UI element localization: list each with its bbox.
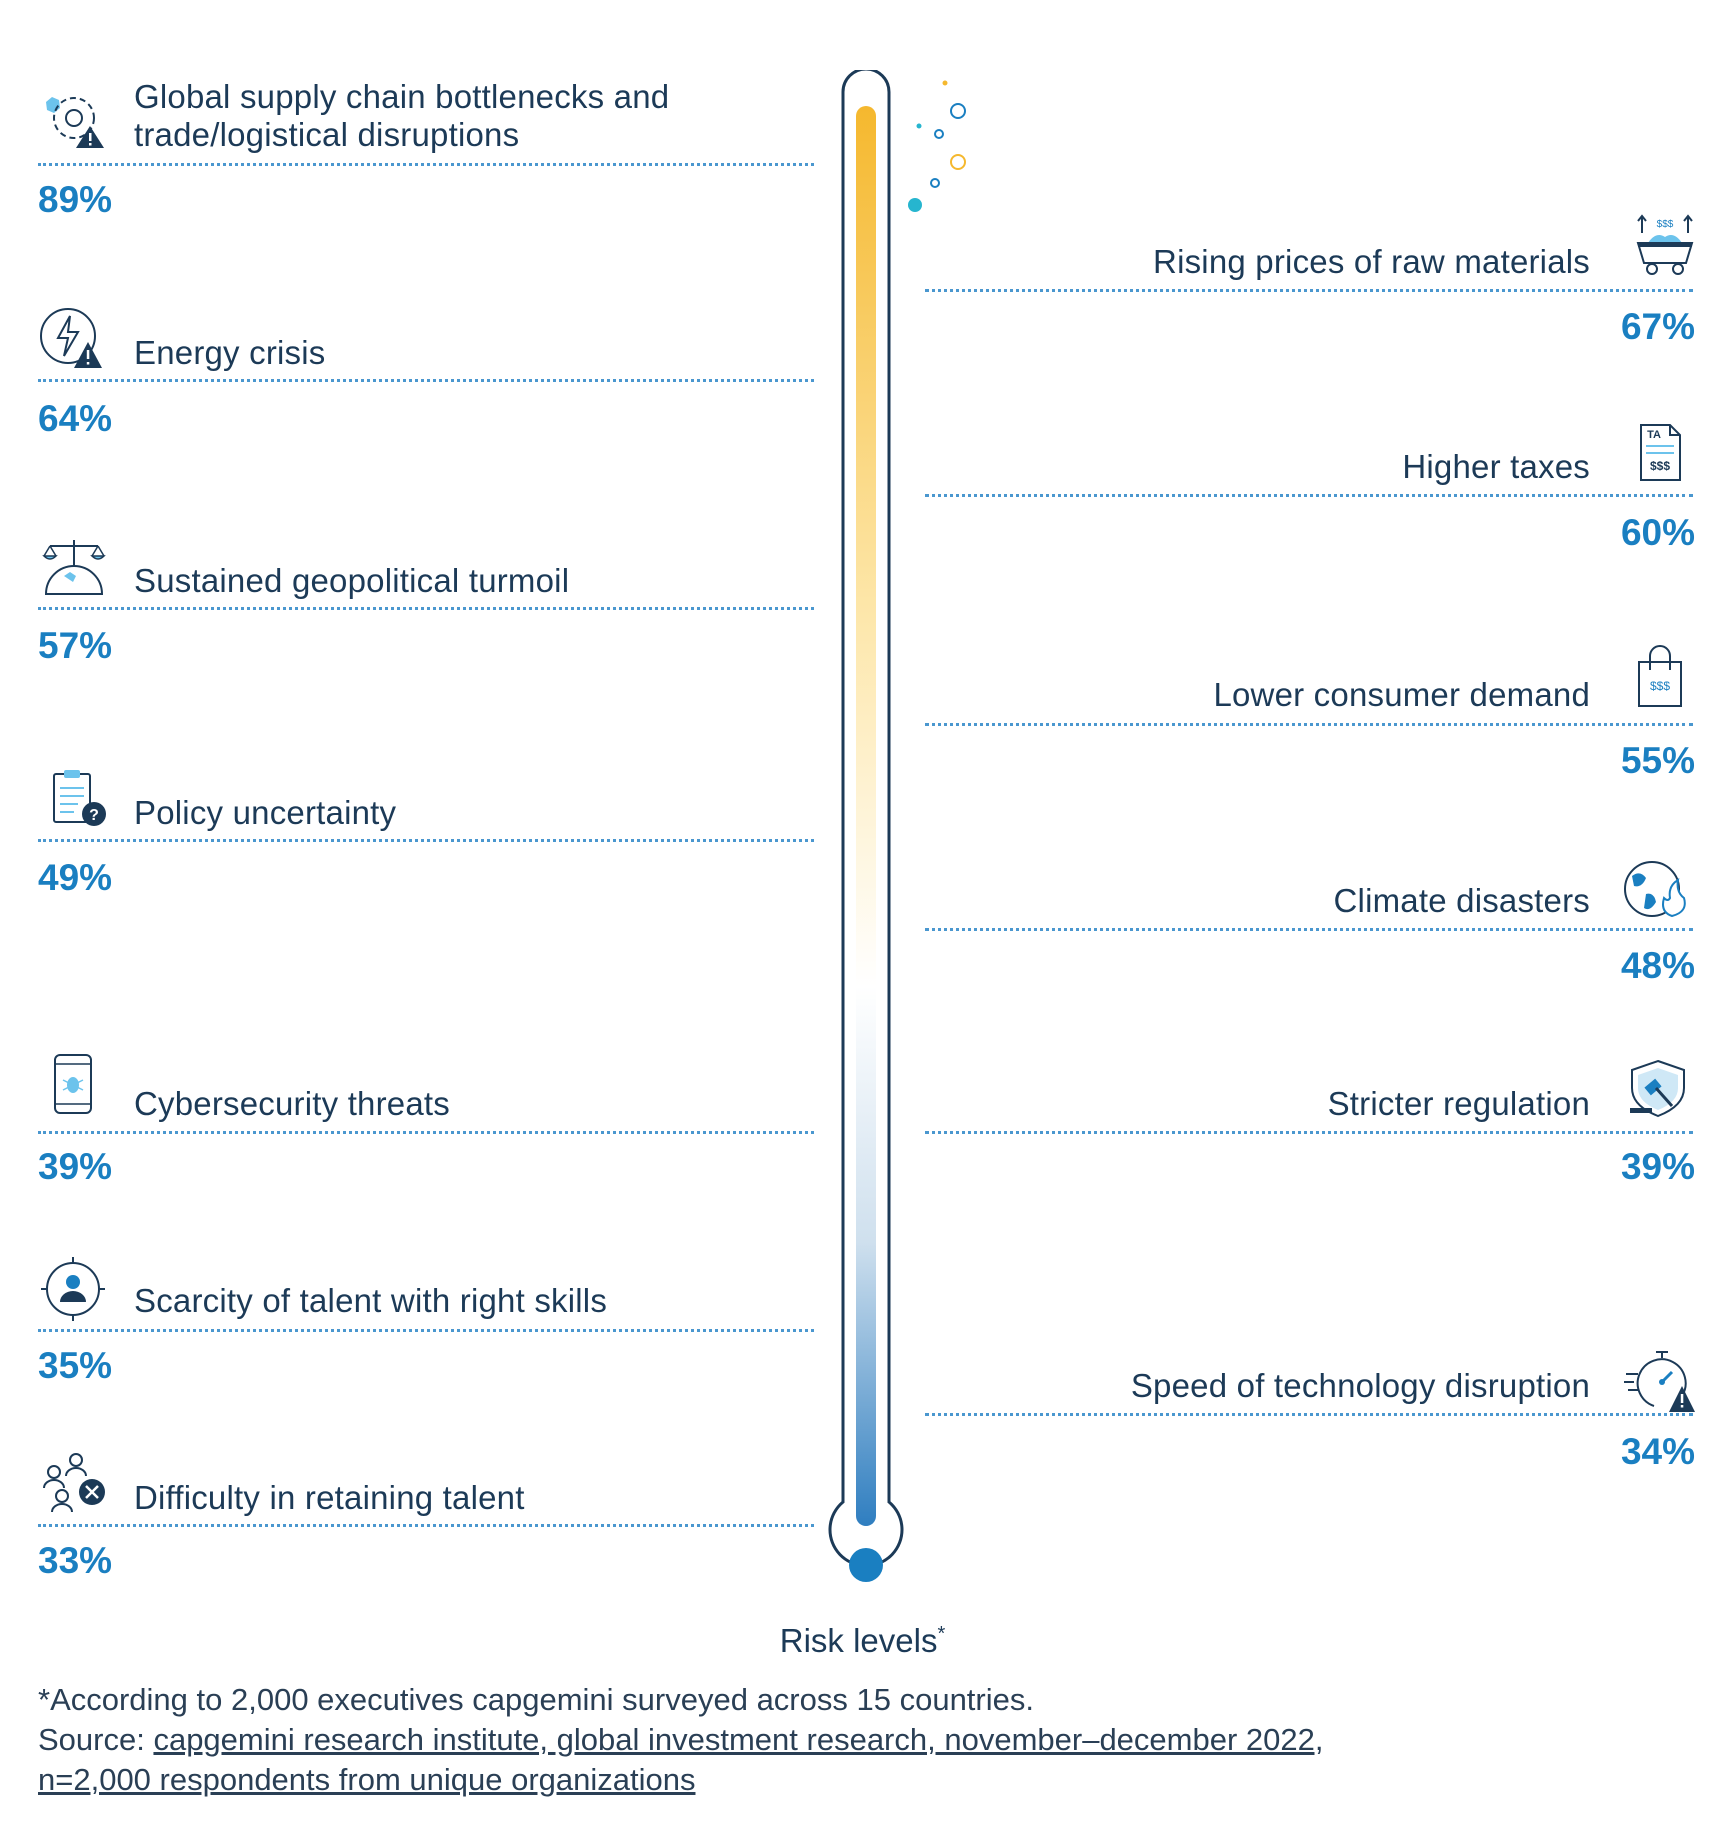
energy-crisis-icon: [40, 308, 102, 368]
risk-thermometer: [828, 70, 904, 1582]
risk-label: Policy uncertainty: [134, 794, 396, 832]
risk-percentage: 48%: [1620, 945, 1695, 986]
footnote-source-line2: n=2,000 respondents from unique organiza…: [38, 1760, 695, 1800]
risk-label: Stricter regulation: [1328, 1085, 1590, 1123]
risk-label: Speed of technology disruption: [1131, 1367, 1590, 1405]
risk-label: Cybersecurity threats: [134, 1085, 450, 1123]
dotted-divider: [38, 1131, 814, 1134]
risk-percentage: 34%: [1620, 1431, 1695, 1472]
svg-text:$$$: $$$: [1650, 679, 1670, 693]
people-remove-icon: [43, 1453, 105, 1513]
risk-label: Lower consumer demand: [1213, 676, 1590, 714]
policy-clipboard-icon: ?: [53, 770, 106, 826]
risk-label-line: Stricter regulation: [1327, 1085, 1590, 1122]
risk-label-line: Scarcity of talent with right skills: [134, 1282, 608, 1319]
bubbles-decoration: [908, 80, 966, 212]
risk-label: Rising prices of raw materials: [1153, 243, 1590, 281]
risk-label-line: Sustained geopolitical turmoil: [134, 562, 570, 599]
dotted-divider: [38, 163, 814, 166]
risk-label-line: Rising prices of raw materials: [1153, 243, 1590, 280]
dotted-divider: [925, 723, 1693, 726]
risk-percentage: 57%: [38, 625, 113, 666]
risk-label: Higher taxes: [1402, 448, 1590, 486]
caption-asterisk: *: [937, 1623, 946, 1645]
risk-percentage: 64%: [38, 398, 113, 439]
risk-label-line: trade/logistical disruptions: [134, 116, 520, 153]
risk-percentage: 39%: [1620, 1146, 1695, 1187]
dotted-divider: [38, 1524, 814, 1527]
risk-label: Scarcity of talent with right skills: [134, 1282, 607, 1320]
dotted-divider: [925, 928, 1693, 931]
risk-percentage: 67%: [1620, 306, 1695, 347]
risk-label: Difficulty in retaining talent: [134, 1479, 525, 1517]
dotted-divider: [38, 1329, 814, 1332]
dotted-divider: [38, 379, 814, 382]
risk-label-line: Difficulty in retaining talent: [134, 1479, 525, 1516]
shopping-bag-icon: $$$: [1638, 645, 1682, 707]
dotted-divider: [925, 1413, 1693, 1416]
footnote-source: Source: capgemini research institute, gl…: [38, 1720, 1323, 1760]
risk-label-line: Cybersecurity threats: [134, 1085, 450, 1122]
risk-percentage: 49%: [38, 857, 113, 898]
risk-label-line: Global supply chain bottlenecks and: [134, 78, 670, 115]
tax-document-icon: TA $$$: [1640, 424, 1681, 481]
risk-percentage: 60%: [1620, 512, 1695, 553]
risk-label-line: Energy crisis: [134, 334, 326, 371]
caption-text: Risk levels: [779, 1622, 938, 1659]
risk-label: Climate disasters: [1334, 882, 1590, 920]
risk-label: Sustained geopolitical turmoil: [134, 562, 569, 600]
risk-label-line: Speed of technology disruption: [1130, 1367, 1590, 1404]
source-prefix: Source:: [38, 1722, 154, 1757]
dotted-divider: [38, 839, 814, 842]
risk-percentage: 33%: [38, 1540, 113, 1581]
supply-chain-warning-icon: [46, 97, 104, 148]
geopolitical-scale-icon: [42, 540, 106, 595]
risk-label-line: Lower consumer demand: [1213, 676, 1590, 713]
source-link[interactable]: capgemini research institute, global inv…: [153, 1722, 1324, 1757]
risk-label-line: Higher taxes: [1402, 448, 1590, 485]
risk-percentage: 55%: [1620, 740, 1695, 781]
risk-percentage: 89%: [38, 179, 113, 220]
svg-text:TA: TA: [1647, 429, 1661, 441]
raw-materials-cart-icon: $$$: [1636, 214, 1694, 275]
thermometer-caption: Risk levels*: [0, 1622, 1725, 1660]
risk-label-line: Policy uncertainty: [134, 794, 397, 831]
risk-label: Energy crisis: [134, 334, 325, 372]
globe-fire-icon: [1624, 861, 1686, 918]
risk-label-line: Climate disasters: [1333, 882, 1590, 919]
talent-target-icon: [41, 1257, 105, 1321]
dotted-divider: [38, 607, 814, 610]
stopwatch-warning-icon: [1624, 1351, 1695, 1412]
footnote-survey: *According to 2,000 executives capgemini…: [38, 1682, 1034, 1717]
svg-text:$$$: $$$: [1650, 459, 1670, 473]
svg-text:$$$: $$$: [1657, 219, 1674, 230]
dotted-divider: [925, 289, 1693, 292]
dotted-divider: [925, 1131, 1693, 1134]
risk-percentage: 39%: [38, 1146, 113, 1187]
dotted-divider: [925, 494, 1693, 497]
source-link-continued[interactable]: n=2,000 respondents from unique organiza…: [38, 1762, 696, 1797]
svg-text:?: ?: [89, 807, 99, 824]
risk-label: Global supply chain bottlenecks and trad…: [134, 78, 669, 154]
mobile-bug-icon: [54, 1054, 92, 1114]
risk-percentage: 35%: [38, 1345, 113, 1386]
regulation-gavel-icon: [1630, 1059, 1685, 1118]
